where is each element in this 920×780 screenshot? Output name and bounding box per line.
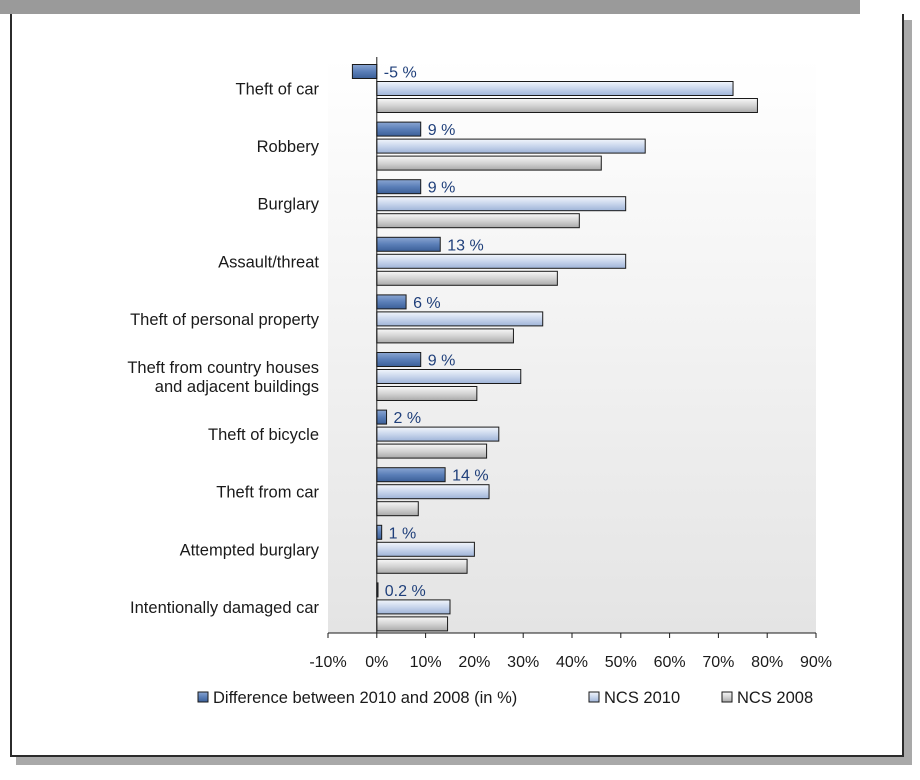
bar-ncs-2010-intentionally-damaged-car <box>376 599 451 615</box>
legend-label-ncs-2008: NCS 2008 <box>737 689 813 707</box>
category-label-attempted-burglary: Attempted burglary <box>180 541 320 559</box>
category-label-theft-of-car: Theft of car <box>236 81 320 99</box>
category-label-intentionally-damaged-car: Intentionally damaged car <box>130 599 319 617</box>
x-tick-label: 10% <box>410 654 442 671</box>
bar-ncs-2008-theft-from-car <box>376 501 419 517</box>
bar-ncs-2010-burglary <box>376 196 627 212</box>
bar-difference-theft-of-bicycle <box>376 409 388 425</box>
legend: Difference between 2010 and 2008 (in %) N… <box>197 689 813 707</box>
x-tick-label: 40% <box>556 654 588 671</box>
bar-ncs-2008-theft-of-car <box>376 98 758 113</box>
x-tick-label: -10% <box>309 654 346 671</box>
legend-swatch-difference <box>197 691 209 703</box>
bar-ncs-2008-burglary <box>376 213 580 229</box>
bar-ncs-2008-attempted-burglary <box>376 558 468 574</box>
labels-layer: -5 % Theft of car 9 % Robbery 9 % Burglary 13 … <box>127 65 488 617</box>
category-label-theft-from-country-houses-and-adjacent-buildings-line-2: and adjacent buildings <box>155 378 319 396</box>
bar-difference-robbery <box>376 121 422 137</box>
bar-ncs-2008-assault-threat <box>376 270 558 286</box>
bar-ncs-2010-assault-threat <box>376 253 627 269</box>
data-label-difference-burglary: 9 % <box>428 180 456 197</box>
bar-ncs-2010-theft-from-country-houses-and-adjacent-buildings <box>376 369 522 384</box>
legend-label-difference: Difference between 2010 and 2008 (in %) <box>213 689 517 707</box>
bar-ncs-2008-theft-of-bicycle <box>376 443 488 459</box>
x-axis: -10% 0% 10% 20% 30% 40% 50% 60% 70% 80% 90% <box>309 57 832 671</box>
data-label-difference-intentionally-damaged-car: 0.2 % <box>385 583 426 600</box>
legend-swatch-ncs-2010 <box>588 691 600 703</box>
bar-ncs-2010-theft-from-car <box>376 484 490 500</box>
bar-difference-attempted-burglary <box>376 524 383 540</box>
bar-ncs-2010-theft-of-personal-property <box>376 311 544 327</box>
bar-ncs-2010-theft-of-bicycle <box>376 426 500 442</box>
bar-ncs-2010-theft-of-car <box>376 81 734 96</box>
bar-difference-burglary <box>376 179 422 195</box>
data-label-difference-theft-of-personal-property: 6 % <box>413 295 441 312</box>
data-label-difference-theft-from-country-houses-and-adjacent-buildings: 9 % <box>428 353 456 370</box>
bar-ncs-2008-robbery <box>376 155 602 171</box>
x-tick-label: 90% <box>800 654 832 671</box>
category-label-assault-threat: Assault/threat <box>218 253 319 271</box>
x-tick-label: 70% <box>702 654 734 671</box>
bar-difference-theft-from-car <box>376 467 446 483</box>
x-tick-label: 60% <box>654 654 686 671</box>
legend-label-ncs-2010: NCS 2010 <box>604 689 680 707</box>
data-label-difference-assault-threat: 13 % <box>447 237 483 254</box>
x-tick-label: 0% <box>365 654 388 671</box>
data-label-difference-robbery: 9 % <box>428 122 456 139</box>
bar-ncs-2008-theft-from-country-houses-and-adjacent-buildings <box>376 386 478 401</box>
category-label-theft-of-bicycle: Theft of bicycle <box>208 426 319 444</box>
x-tick-label: 20% <box>458 654 490 671</box>
x-tick-label: 30% <box>507 654 539 671</box>
category-label-theft-of-personal-property: Theft of personal property <box>130 311 320 329</box>
bar-difference-theft-from-country-houses-and-adjacent-buildings <box>376 352 422 367</box>
frame-shadow-right <box>904 20 912 765</box>
bar-ncs-2008-intentionally-damaged-car <box>376 616 449 632</box>
bar-ncs-2008-theft-of-personal-property <box>376 328 514 344</box>
data-label-difference-theft-of-bicycle: 2 % <box>394 410 422 427</box>
data-label-difference-theft-from-car: 14 % <box>452 468 488 485</box>
bar-ncs-2010-attempted-burglary <box>376 541 475 557</box>
bar-difference-assault-threat <box>376 236 441 252</box>
frame-shadow-bottom <box>16 757 908 765</box>
category-label-theft-from-car: Theft from car <box>216 484 319 502</box>
legend-swatch-ncs-2008 <box>721 691 733 703</box>
category-label-burglary: Burglary <box>258 196 320 214</box>
header-band <box>0 0 860 14</box>
bar-difference-theft-of-personal-property <box>376 294 407 310</box>
category-label-theft-from-country-houses-and-adjacent-buildings-line-1: Theft from country houses <box>127 359 319 377</box>
x-tick-label: 80% <box>751 654 783 671</box>
bar-difference-theft-of-car <box>351 64 378 79</box>
data-label-difference-theft-of-car: -5 % <box>384 65 417 82</box>
bars-layer <box>351 64 758 632</box>
x-tick-label: 50% <box>605 654 637 671</box>
bar-ncs-2010-robbery <box>376 138 646 154</box>
category-label-robbery: Robbery <box>257 138 320 156</box>
data-label-difference-attempted-burglary: 1 % <box>389 525 417 542</box>
